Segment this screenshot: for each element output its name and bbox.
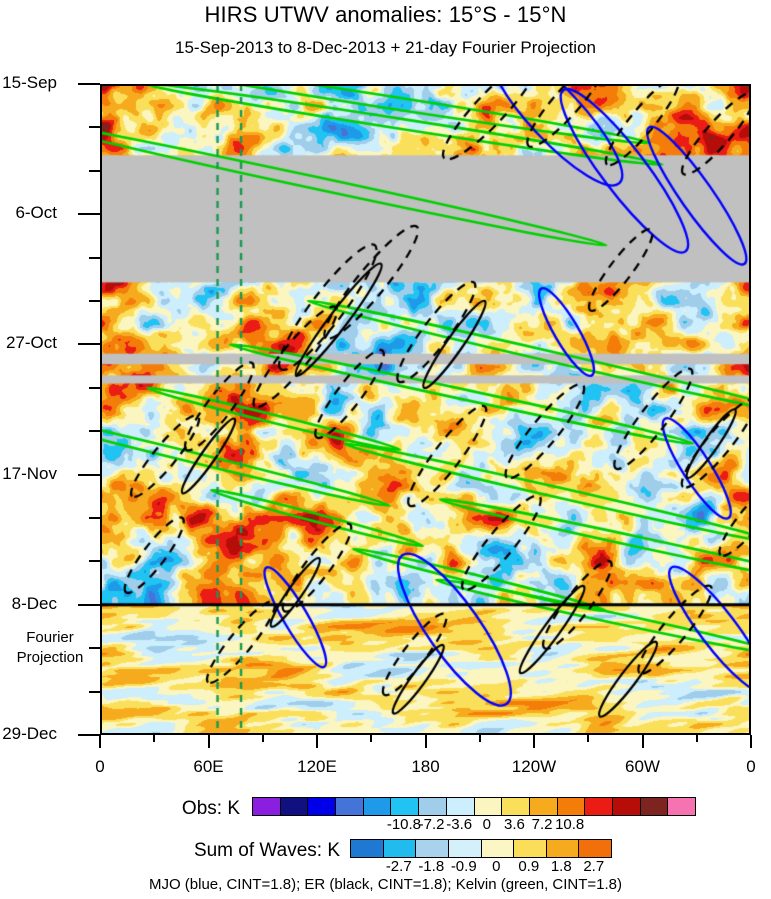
waves-colorbar-tick-0: -2.7	[385, 858, 412, 875]
y-major-tick-0	[78, 83, 100, 85]
waves-colorbar-tick-4: 0.9	[518, 858, 540, 875]
obs-colorbar-segment-15	[667, 798, 695, 815]
y-minor-tick	[89, 560, 100, 563]
obs-colorbar-segment-6	[418, 798, 446, 815]
x-major-tick-0	[99, 735, 101, 748]
x-tick-label-1: 60E	[193, 757, 224, 776]
x-major-tick-5	[641, 735, 644, 748]
x-minor-tick	[153, 735, 156, 742]
y-tick-label-1: 6-Oct	[15, 203, 57, 223]
x-major-tick-4	[533, 735, 535, 748]
obs-colorbar-tick-5: 7.2	[531, 816, 553, 833]
y-minor-tick	[89, 169, 100, 172]
y-minor-tick	[89, 690, 100, 693]
x-minor-tick	[478, 735, 481, 742]
x-tick-label-2: 120E	[297, 757, 337, 776]
waves-colorbar-tick-3: 0	[492, 858, 501, 875]
obs-colorbar-segment-13	[611, 798, 640, 815]
y-tick-label-4: 8-Dec	[11, 593, 57, 613]
page-subtitle: 15-Sep-2013 to 8-Dec-2013 + 21-day Fouri…	[175, 38, 596, 57]
obs-colorbar-segment-9	[501, 798, 529, 815]
page-title: HIRS UTWV anomalies: 15°S - 15°N	[204, 2, 567, 27]
obs-colorbar-segment-2	[307, 798, 336, 815]
x-minor-tick	[370, 735, 373, 742]
waves-colorbar-tick-1: -1.8	[418, 858, 445, 875]
x-major-tick-3	[424, 735, 427, 748]
waves-colorbar-segment-0	[351, 840, 383, 857]
y-minor-tick	[89, 126, 100, 129]
y-tick-label-0: 15-Sep	[2, 73, 57, 92]
fourier-projection-label: Fourier Projection	[4, 628, 96, 668]
waves-colorbar-segment-1	[382, 840, 416, 857]
obs-colorbar-tick-2: -3.6	[446, 816, 473, 833]
obs-colorbar-tick-1: -7.2	[418, 816, 445, 833]
obs-colorbar-tick-6: 10.8	[555, 816, 585, 833]
x-major-tick-1	[207, 735, 210, 748]
obs-colorbar-segment-4	[362, 798, 391, 815]
waves-colorbar-label: Sum of Waves: K	[193, 840, 340, 861]
waves-colorbar-segment-6	[545, 840, 579, 857]
y-major-tick-3	[78, 473, 100, 476]
obs-colorbar-row: Obs: K	[0, 796, 771, 822]
waves-colorbar-segment-5	[513, 840, 546, 857]
y-major-tick-1	[78, 213, 100, 216]
obs-colorbar-segment-10	[528, 798, 557, 815]
y-tick-label-2: 27-Oct	[5, 333, 57, 353]
x-tick-label-3: 180	[411, 757, 440, 776]
obs-colorbar-segment-12	[584, 798, 612, 815]
y-minor-tick	[89, 430, 100, 433]
waves-colorbar-tick-6: 2.7	[583, 858, 605, 875]
y-major-tick-4	[78, 603, 100, 606]
waves-colorbar-segment-4	[480, 840, 514, 857]
y-minor-tick	[89, 300, 100, 302]
obs-colorbar-tick-4: 3.6	[504, 816, 525, 833]
x-tick-label-6: 0	[746, 757, 756, 776]
obs-colorbar-segment-5	[390, 798, 419, 815]
y-minor-tick	[89, 256, 100, 259]
waves-colorbar[interactable]	[350, 839, 612, 858]
x-minor-tick	[695, 735, 698, 742]
x-tick-label-4: 120W	[511, 757, 557, 776]
y-minor-tick	[89, 386, 100, 389]
x-minor-tick	[587, 735, 590, 742]
fourier-label-line2: Projection	[16, 649, 84, 667]
y-tick-label-3: 17-Nov	[2, 463, 57, 483]
y-minor-tick	[89, 647, 100, 650]
waves-colorbar-segment-3	[447, 840, 481, 857]
x-major-tick-6	[750, 735, 752, 748]
obs-colorbar[interactable]	[252, 797, 696, 816]
x-minor-tick	[261, 735, 264, 742]
x-tick-label-0: 0	[95, 757, 105, 776]
waves-colorbar-tick-2: -0.9	[450, 858, 477, 875]
y-major-tick-5	[78, 734, 100, 736]
obs-colorbar-tick-3: 0	[482, 816, 491, 833]
y-tick-label-5: 29-Dec	[2, 724, 57, 743]
obs-colorbar-segment-11	[556, 798, 585, 815]
waves-colorbar-row: Sum of Waves: K	[0, 838, 771, 864]
hovmoller-plot-area[interactable]	[100, 84, 751, 735]
x-major-tick-2	[316, 735, 318, 748]
waves-colorbar-segment-7	[578, 840, 611, 857]
waves-colorbar-segment-2	[415, 840, 448, 857]
obs-colorbar-segment-3	[335, 798, 363, 815]
obs-colorbar-tick-0: -10.8	[386, 816, 422, 833]
x-tick-label-5: 60W	[625, 757, 660, 776]
obs-colorbar-segment-7	[445, 798, 474, 815]
obs-colorbar-segment-0	[253, 798, 280, 815]
obs-colorbar-segment-14	[639, 798, 668, 815]
obs-colorbar-segment-1	[279, 798, 308, 815]
y-major-tick-2	[78, 343, 100, 346]
obs-colorbar-segment-8	[473, 798, 502, 815]
obs-colorbar-label: Obs: K	[181, 798, 240, 819]
hovmoller-field-canvas	[100, 84, 751, 735]
fourier-label-line1: Fourier	[26, 629, 74, 647]
wave-legend-caption: MJO (blue, CINT=1.8); ER (black, CINT=1.…	[148, 876, 623, 893]
waves-colorbar-tick-5: 1.8	[550, 858, 572, 875]
y-minor-tick	[89, 517, 100, 519]
